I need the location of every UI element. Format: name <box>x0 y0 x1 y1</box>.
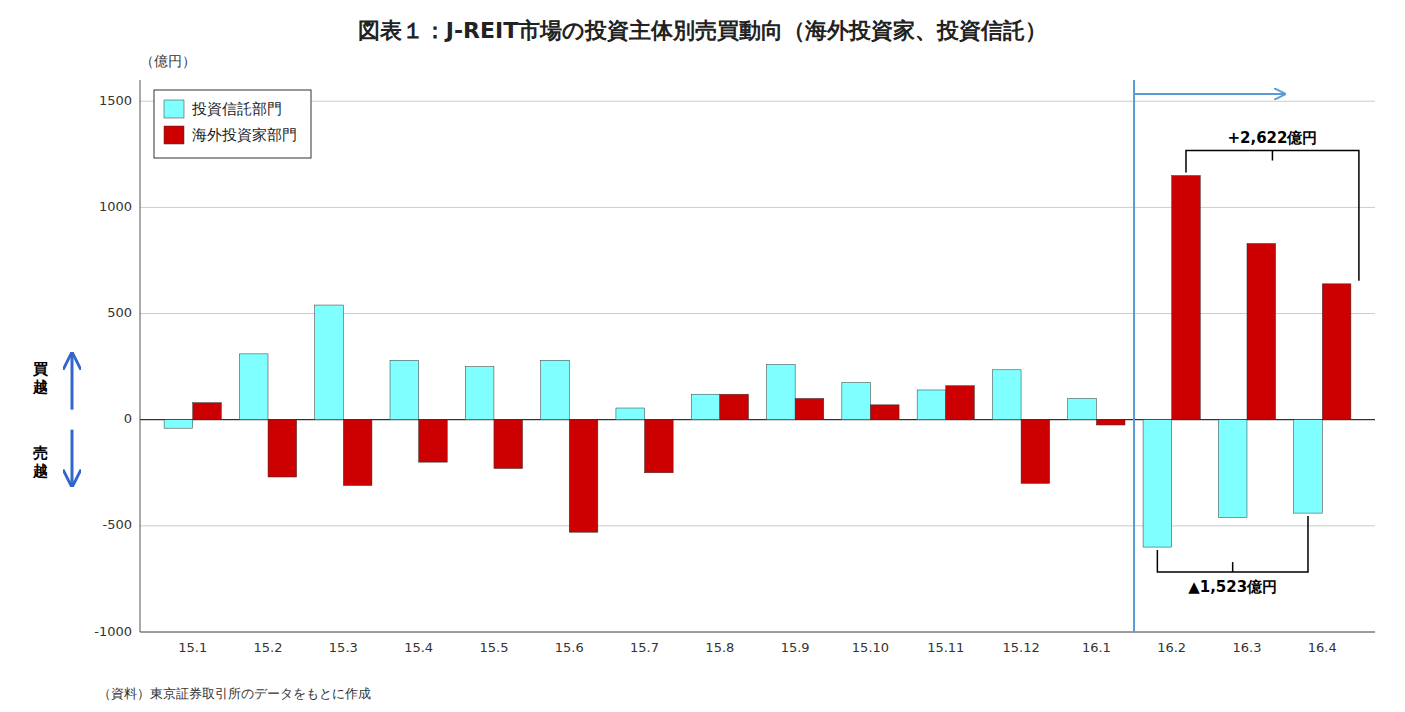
bar <box>645 420 674 473</box>
x-tick-label: 15.4 <box>404 640 433 655</box>
bar <box>315 305 344 420</box>
bar <box>767 364 796 419</box>
bars <box>164 176 1351 548</box>
bar <box>720 394 749 419</box>
bracket-tick <box>1272 151 1274 161</box>
y-tick-label: 1000 <box>99 199 132 214</box>
bar <box>1096 420 1125 425</box>
x-axis-line <box>140 632 1375 633</box>
x-tick-label: 15.7 <box>630 640 659 655</box>
x-tick-label: 16.2 <box>1157 640 1186 655</box>
bar <box>419 420 448 462</box>
bar <box>992 370 1021 420</box>
bar <box>795 398 824 419</box>
bar <box>1218 420 1247 518</box>
legend: 投資信託部門海外投資家部門 <box>154 90 311 158</box>
buy-label: 買越 <box>32 359 48 395</box>
x-tick-label: 15.11 <box>927 640 964 655</box>
y-tick-label: 0 <box>124 411 132 426</box>
grid-line <box>140 632 1375 633</box>
bar <box>164 420 193 428</box>
grid <box>140 101 1375 632</box>
bar <box>1143 420 1172 547</box>
grid-line <box>140 525 1375 526</box>
annotation: ▲1,523億円 <box>1188 578 1277 596</box>
x-tick-label: 15.5 <box>479 640 508 655</box>
legend-label: 投資信託部門 <box>191 100 282 118</box>
chart: 図表１：J-REIT市場の投資主体別売買動向（海外投資家、投資信託） -1000 -… <box>0 0 1405 712</box>
x-tick-label: 15.12 <box>1002 640 1039 655</box>
x-tick-label: 16.1 <box>1082 640 1111 655</box>
y-tick-label: 500 <box>107 305 132 320</box>
bar <box>842 383 871 420</box>
y-axis-line <box>140 80 141 632</box>
y-axis-label: （億円） <box>140 53 196 69</box>
legend-swatch <box>164 126 184 144</box>
x-tick-label: 15.2 <box>254 640 283 655</box>
x-tick-label: 16.4 <box>1308 640 1337 655</box>
bar <box>569 420 598 533</box>
bar <box>343 420 372 486</box>
bar <box>541 360 570 419</box>
x-tick-label: 15.9 <box>781 640 810 655</box>
x-tick-label: 15.10 <box>852 640 889 655</box>
bar <box>465 367 494 420</box>
bar <box>1294 420 1323 513</box>
bar <box>494 420 523 469</box>
bar <box>691 394 720 419</box>
bar <box>193 403 222 420</box>
background <box>0 0 1405 712</box>
y-tick-label: -500 <box>102 517 132 532</box>
bracket-bottom <box>1157 516 1308 572</box>
legend-label: 海外投資家部門 <box>192 126 297 144</box>
bar <box>239 354 268 420</box>
bracket-line <box>1157 516 1308 572</box>
legend-swatch <box>164 100 184 118</box>
title: 図表１：J-REIT市場の投資主体別売買動向（海外投資家、投資信託） <box>358 18 1047 43</box>
bar <box>616 408 645 420</box>
bar <box>390 360 419 419</box>
bar <box>870 405 899 420</box>
legend-box <box>154 90 311 158</box>
x-tick-label: 15.1 <box>178 640 207 655</box>
sell-label: 売越 <box>32 443 48 479</box>
bar <box>1322 284 1351 420</box>
bar <box>1172 176 1201 420</box>
bar <box>1021 420 1050 484</box>
bar <box>917 390 946 420</box>
grid-line <box>140 101 1375 102</box>
y-tick-label: -1000 <box>94 624 132 639</box>
annotation: +2,622億円 <box>1227 129 1317 147</box>
sell-arrow <box>71 430 74 486</box>
source-note: （資料）東京証券取引所のデータをもとに作成 <box>98 686 371 701</box>
bracket-tick <box>1232 562 1234 572</box>
buy-arrow <box>71 354 74 410</box>
bar <box>946 386 975 420</box>
x-tick-label: 15.6 <box>555 640 584 655</box>
bracket-top <box>1186 151 1359 281</box>
bracket-line <box>1186 151 1359 281</box>
bar <box>268 420 297 477</box>
x-tick-label: 16.3 <box>1233 640 1262 655</box>
divider-line <box>1133 80 1135 632</box>
bar <box>1247 243 1276 419</box>
x-tick-label: 15.3 <box>329 640 358 655</box>
x-tick-label: 15.8 <box>705 640 734 655</box>
bar <box>1068 398 1097 419</box>
y-tick-label: 1500 <box>99 93 132 108</box>
divider-arrow <box>1134 93 1285 95</box>
